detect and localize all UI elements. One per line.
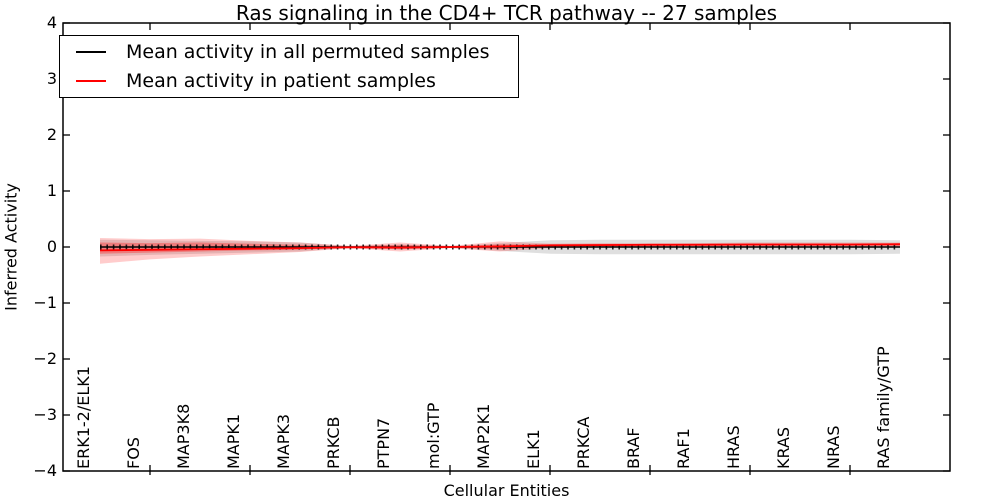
legend: Mean activity in all permuted samples Me…: [59, 35, 519, 98]
y-tick-label: −1: [33, 293, 57, 312]
chart-title: Ras signaling in the CD4+ TCR pathway --…: [235, 1, 778, 25]
x-category-label: FOS: [124, 437, 143, 469]
y-tick-label: 1: [46, 181, 57, 200]
y-tick-label: −3: [33, 405, 57, 424]
x-category-label: ERK1-2/ELK1: [74, 366, 93, 469]
x-category-label: MAP3K8: [174, 403, 193, 469]
y-tick-label: 2: [46, 125, 57, 144]
x-category-label: MAPK1: [224, 413, 243, 469]
x-category-label: ELK1: [524, 429, 543, 469]
x-category-label: PTPN7: [374, 417, 393, 469]
y-tick-label: 4: [46, 13, 57, 32]
x-category-label: RAF1: [674, 428, 693, 469]
x-category-label: BRAF: [624, 427, 643, 469]
x-category-label: RAS family/GTP: [874, 346, 893, 469]
x-category-label: mol:GTP: [424, 402, 443, 469]
x-category-label: KRAS: [774, 426, 793, 469]
legend-item-patient: Mean activity in patient samples: [60, 67, 518, 96]
y-tick-label: −2: [33, 349, 57, 368]
x-category-label: HRAS: [724, 425, 743, 469]
legend-label: Mean activity in all permuted samples: [126, 41, 490, 63]
red-line-swatch-icon: [76, 80, 106, 82]
x-category-label: PRKCB: [324, 416, 343, 469]
legend-item-permuted: Mean activity in all permuted samples: [60, 38, 518, 67]
x-category-label: PRKCA: [574, 416, 593, 470]
black-line-swatch-icon: [76, 51, 106, 53]
x-category-label: MAPK3: [274, 413, 293, 469]
x-axis-label: Cellular Entities: [443, 481, 570, 500]
x-category-label: NRAS: [824, 425, 843, 469]
y-tick-label: −4: [33, 461, 57, 480]
y-tick-label: 0: [46, 237, 57, 256]
y-tick-label: 3: [46, 69, 57, 88]
patient-mean-line: [99, 243, 901, 252]
legend-label: Mean activity in patient samples: [126, 70, 436, 92]
x-category-label: MAP2K1: [474, 403, 493, 469]
